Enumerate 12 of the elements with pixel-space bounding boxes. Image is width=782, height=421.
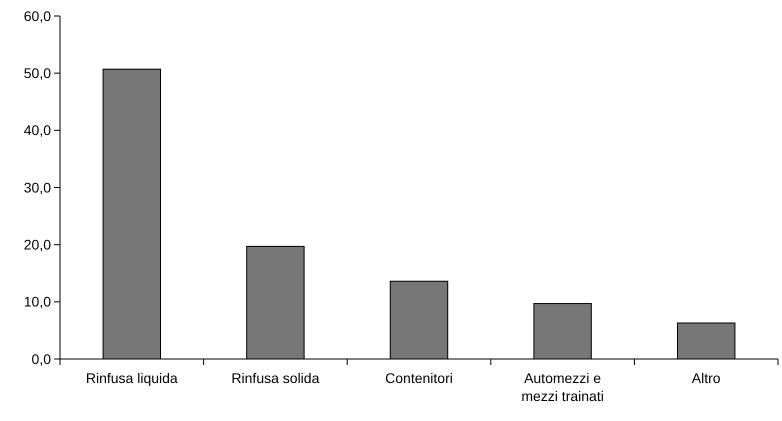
x-tick-label: Rinfusa liquida xyxy=(86,370,178,386)
y-tick-label: 0,0 xyxy=(32,350,52,367)
y-tick-label: 20,0 xyxy=(24,236,52,253)
x-tick-label: Rinfusa solida xyxy=(231,370,320,386)
x-tick-label: Automezzi e mezzi trainati xyxy=(521,370,604,404)
y-tick-label: 60,0 xyxy=(24,8,52,24)
y-tick-label: 30,0 xyxy=(24,179,52,196)
y-tick-label: 50,0 xyxy=(24,65,52,82)
x-tick-label: Contenitori xyxy=(385,370,453,386)
x-tick-label: Altro xyxy=(692,370,721,386)
y-tick-label: 40,0 xyxy=(24,122,52,138)
y-tick-label: 10,0 xyxy=(24,294,52,310)
